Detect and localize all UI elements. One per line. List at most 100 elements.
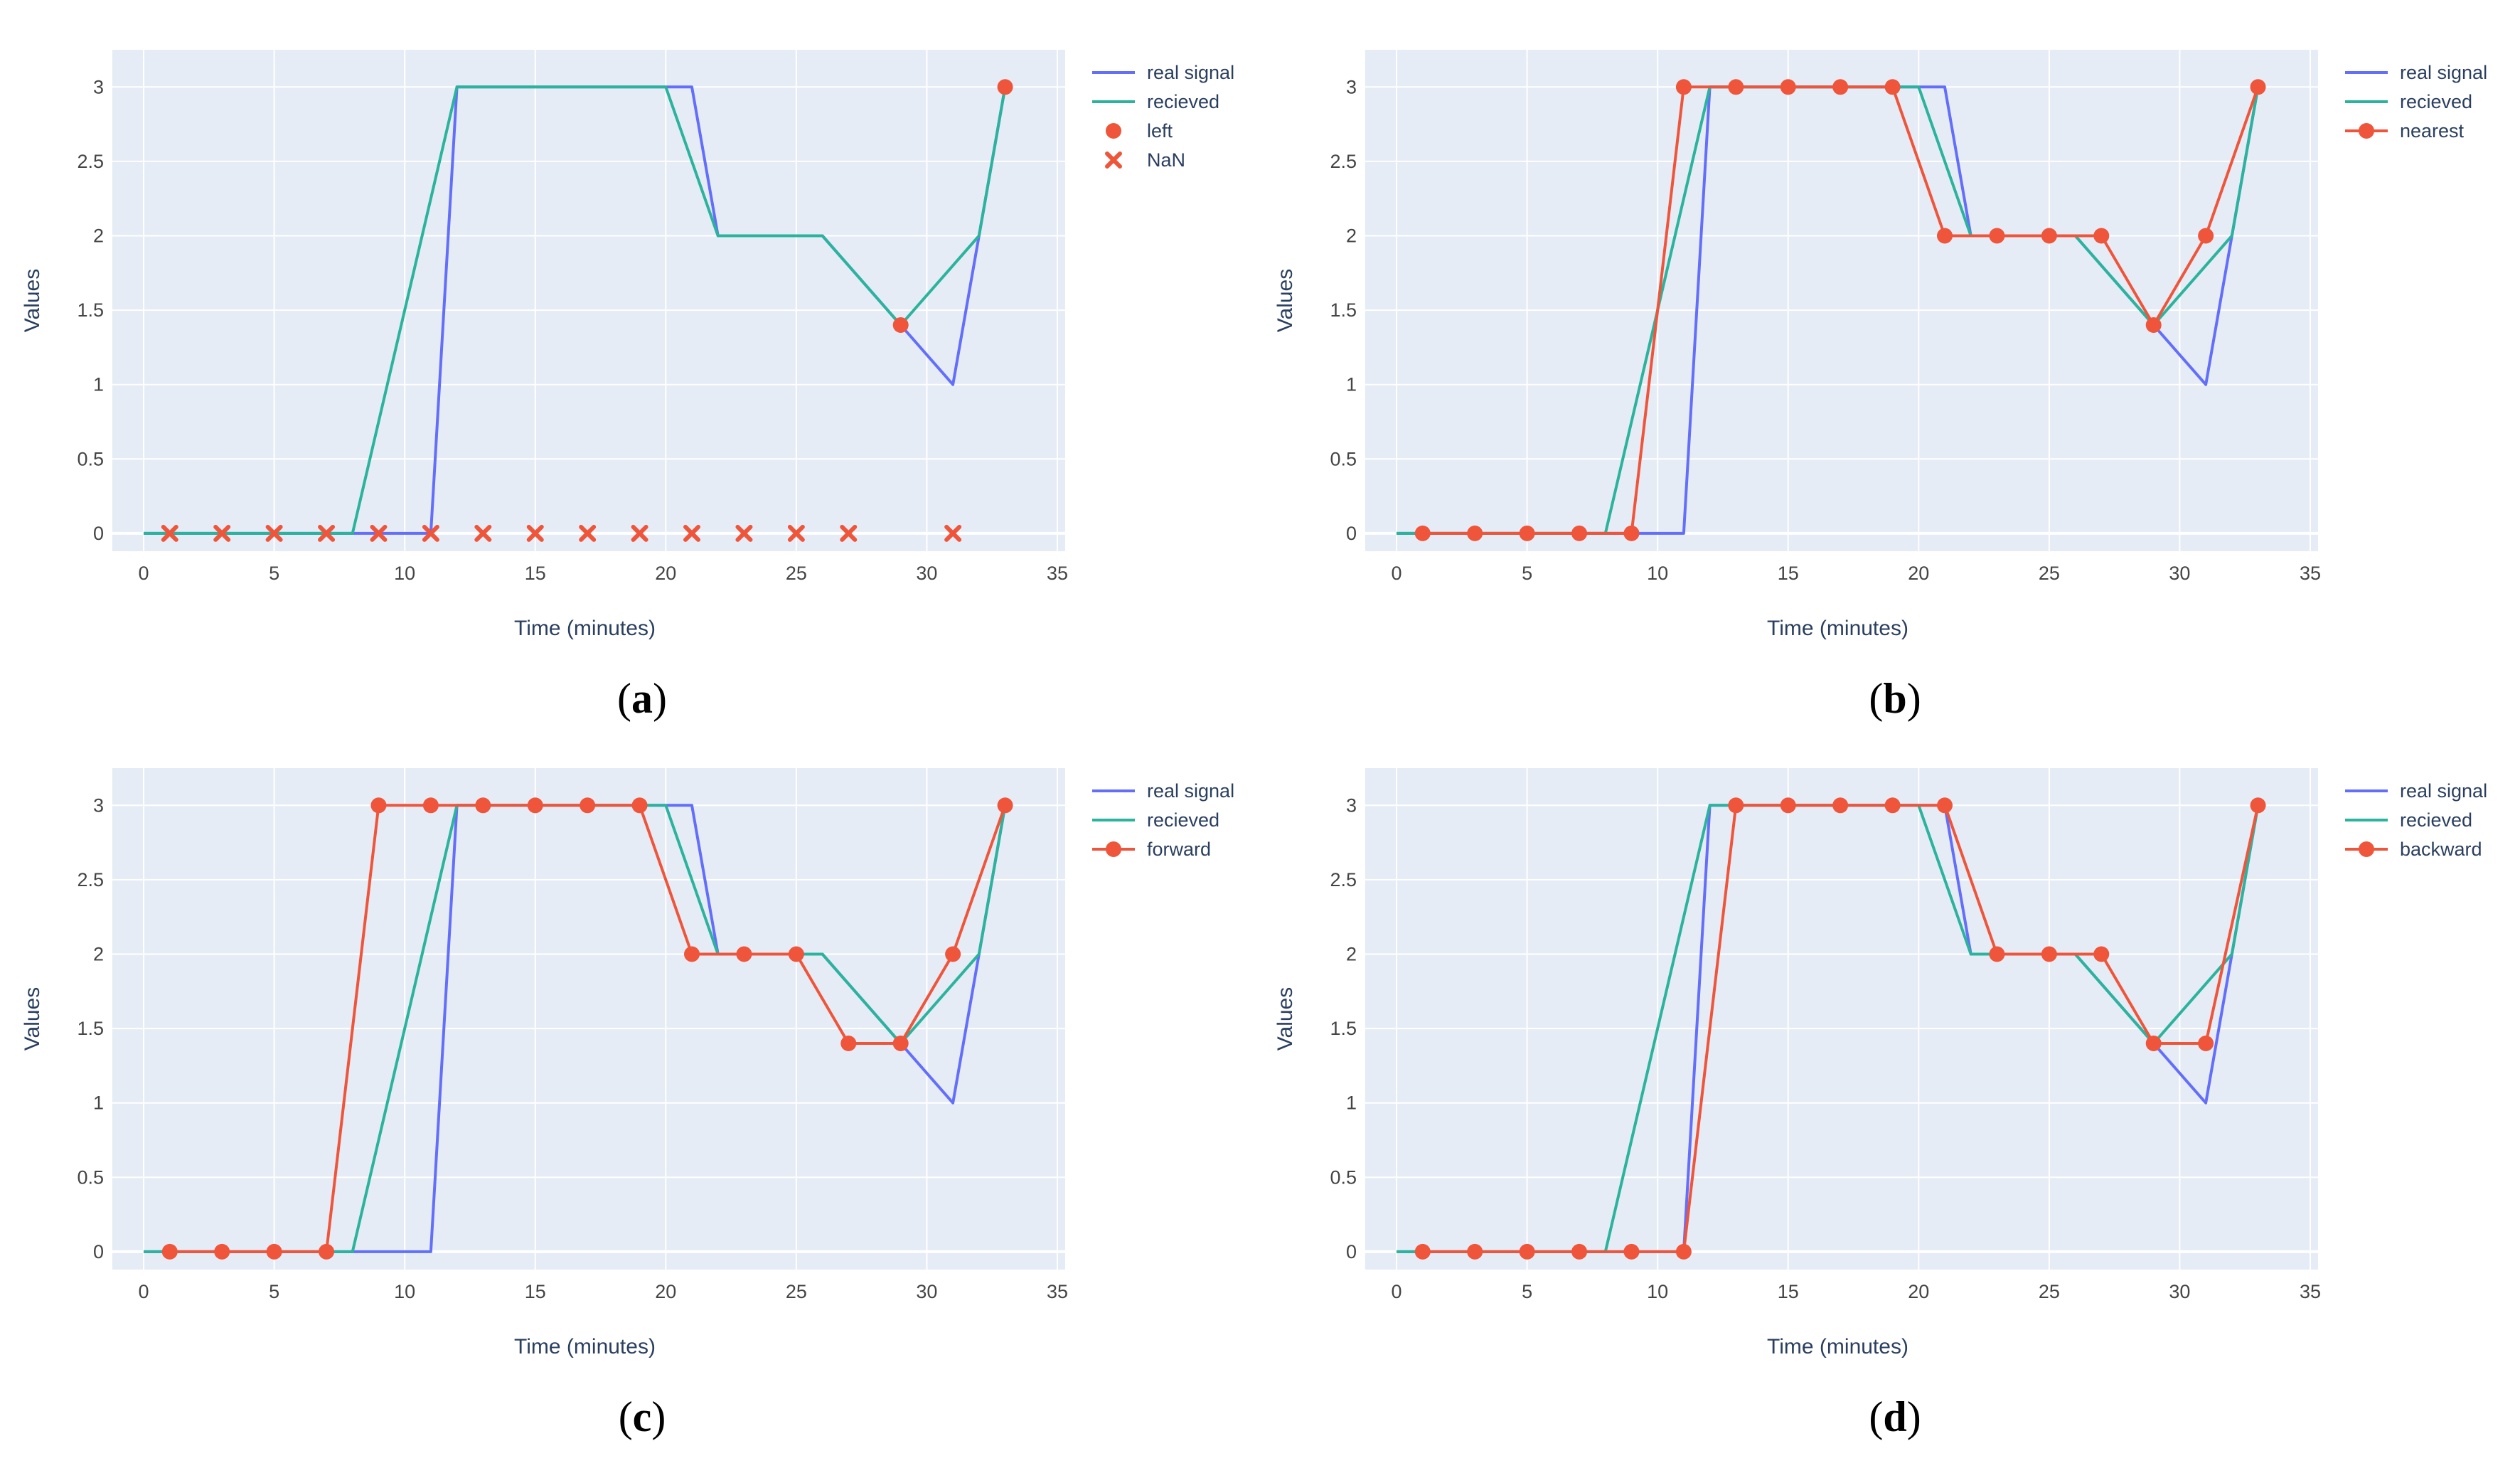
x-tick-label: 15 [525,563,546,584]
x-tick-label: 10 [394,563,415,584]
y-tick-label: 3 [1346,76,1357,97]
y-axis-title: Values [1274,269,1297,333]
x-tick-label: 20 [1908,563,1929,584]
data-point-nan [683,524,701,542]
data-point-nan [579,524,597,542]
data-point-forward [945,946,961,962]
y-tick-label: 1.5 [1330,1018,1357,1039]
x-tick-label: 20 [1908,1281,1929,1302]
data-point-nan [735,524,753,542]
data-point-backward [1989,946,2005,962]
data-point-backward [1414,1243,1431,1260]
data-point-nearest [1937,228,1953,244]
data-point-nearest [1414,525,1431,541]
data-point-backward [2250,797,2266,814]
legend-label: forward [1147,839,1211,860]
legend-label: real signal [1147,780,1234,802]
x-tick-label: 25 [786,1281,807,1302]
x-tick-label: 30 [2169,1281,2190,1302]
legend-item-backward[interactable]: backward [2345,839,2482,860]
x-tick-label: 0 [139,563,149,584]
y-tick-label: 0 [1346,523,1357,544]
legend-item-recieved[interactable]: recieved [2345,809,2472,831]
y-axis-title: Values [21,987,44,1051]
x-tick-label: 0 [1392,1281,1402,1302]
data-point-nearest [1989,228,2005,244]
legend-item-recieved[interactable]: recieved [2345,91,2472,112]
legend-item-nan[interactable]: NaN [1105,149,1185,171]
chart-panel-a: 0 5 10 15 20 25 30 35 0 0.5 1 1.5 2 2.5 3 Time (minutes… [21,50,1234,722]
data-point-nan [787,524,805,542]
legend-item-real-signal[interactable]: real signal [2345,62,2487,83]
y-tick-label: 2 [93,943,104,964]
data-point-forward [736,946,752,962]
x-tick-label: 30 [916,1281,937,1302]
data-point-backward [1780,797,1796,814]
data-point-nearest [1780,79,1796,95]
y-tick-label: 0.5 [77,448,104,469]
data-point-forward [266,1243,282,1260]
y-tick-label: 2.5 [77,151,104,172]
data-point-backward [1675,1243,1692,1260]
x-tick-label: 5 [1522,1281,1532,1302]
x-axis-title: Time (minutes) [1767,1335,1908,1358]
data-point-left [997,79,1013,95]
legend-label: left [1147,120,1173,142]
data-point-backward [1728,797,1744,814]
x-axis-title: Time (minutes) [514,1335,656,1358]
legend-item-forward[interactable]: forward [1092,839,1211,860]
data-point-nearest [2198,228,2214,244]
legend-label: recieved [1147,809,1219,831]
data-point-backward [2145,1036,2162,1052]
x-tick-label: 15 [1778,563,1799,584]
legend-item-real-signal[interactable]: real signal [2345,780,2487,802]
data-point-forward [422,797,439,814]
panel-label: (d) [1869,1393,1921,1440]
plot-area [112,50,1065,551]
x-tick-label: 5 [1522,563,1532,584]
legend-label: recieved [2400,91,2472,112]
legend-item-recieved[interactable]: recieved [1092,91,1219,112]
x-tick-label: 35 [2300,563,2321,584]
y-axis-title: Values [1274,987,1297,1051]
y-tick-label: 2 [93,225,104,246]
chart-panel-b: 0 5 10 15 20 25 30 35 0 0.5 1 1.5 2 2.5 3 Time (minutes… [1274,50,2487,722]
series-line-recieved [144,85,1007,535]
data-point-forward [527,797,543,814]
legend: real signal recieved nearest [2345,62,2487,142]
panel-label: (a) [617,675,667,722]
data-point-forward [788,946,804,962]
y-tick-label: 0 [93,1241,104,1262]
y-tick-label: 1.5 [1330,299,1357,321]
y-tick-label: 3 [1346,794,1357,816]
data-point-nan [265,524,283,542]
data-point-nearest [1519,525,1535,541]
legend-item-real-signal[interactable]: real signal [1092,62,1234,83]
y-tick-label: 0.5 [77,1166,104,1188]
data-point-nan [631,524,648,542]
legend-item-nearest[interactable]: nearest [2345,120,2465,142]
legend-label: backward [2400,839,2482,860]
x-tick-label: 15 [1778,1281,1799,1302]
legend-item-left[interactable]: left [1106,120,1173,142]
legend-item-real-signal[interactable]: real signal [1092,780,1234,802]
legend: real signal recieved left NaN [1092,62,1234,171]
data-point-nan [526,524,544,542]
y-tick-label: 2 [1346,225,1357,246]
data-point-forward [319,1243,335,1260]
y-tick-label: 1 [1346,1092,1357,1114]
plot-area [112,768,1065,1270]
y-tick-label: 0.5 [1330,448,1357,469]
x-tick-label: 0 [139,1281,149,1302]
series-line-recieved [1397,804,2260,1253]
legend-item-recieved[interactable]: recieved [1092,809,1219,831]
plot-series [1397,797,2266,1260]
data-point-nearest [2250,79,2266,95]
data-point-nan [944,524,962,542]
y-tick-label: 0.5 [1330,1166,1357,1188]
y-tick-label: 0 [1346,1241,1357,1262]
data-point-forward [631,797,648,814]
x-tick-label: 25 [786,563,807,584]
data-point-forward [997,797,1013,814]
data-point-nearest [2041,228,2057,244]
